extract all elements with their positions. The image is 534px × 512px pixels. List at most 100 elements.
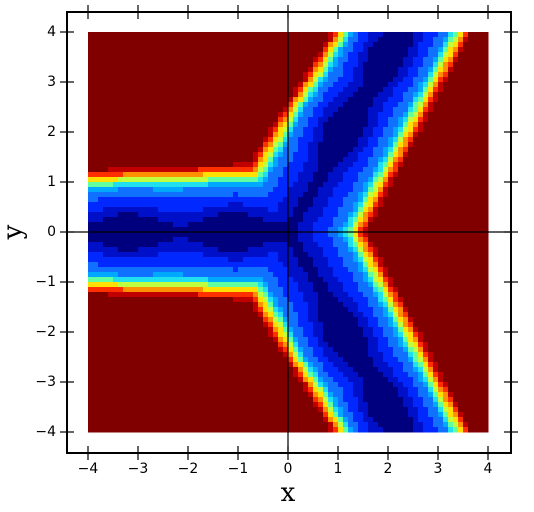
contour-cell: [453, 32, 459, 38]
contour-cell: [333, 87, 339, 93]
contour-cell: [388, 327, 394, 333]
contour-cell: [363, 232, 369, 238]
contour-cell: [303, 57, 309, 63]
contour-cell: [203, 327, 209, 333]
contour-cell: [408, 237, 414, 243]
contour-cell: [338, 172, 344, 178]
contour-cell: [93, 167, 99, 173]
contour-cell: [303, 207, 309, 213]
contour-cell: [318, 332, 324, 338]
contour-cell: [228, 197, 234, 203]
contour-cell: [108, 92, 114, 98]
contour-cell: [438, 337, 444, 343]
contour-cell: [443, 62, 449, 68]
contour-cell: [348, 137, 354, 143]
contour-cell: [363, 107, 369, 113]
contour-cell: [418, 312, 424, 318]
contour-cell: [103, 97, 109, 103]
contour-cell: [258, 47, 264, 53]
contour-cell: [353, 262, 359, 268]
contour-cell: [348, 87, 354, 93]
contour-cell: [393, 202, 399, 208]
contour-cell: [193, 122, 199, 128]
contour-cell: [373, 242, 379, 248]
contour-cell: [478, 327, 484, 333]
contour-cell: [88, 212, 94, 218]
contour-cell: [398, 207, 404, 213]
contour-cell: [93, 52, 99, 58]
contour-cell: [388, 137, 394, 143]
contour-cell: [258, 167, 264, 173]
contour-cell: [178, 217, 184, 223]
contour-cell: [358, 162, 364, 168]
contour-cell: [323, 162, 329, 168]
contour-cell: [463, 222, 469, 228]
contour-cell: [98, 142, 104, 148]
contour-cell: [208, 182, 214, 188]
contour-cell: [163, 162, 169, 168]
contour-cell: [123, 112, 129, 118]
contour-cell: [133, 52, 139, 58]
contour-cell: [208, 302, 214, 308]
contour-cell: [393, 87, 399, 93]
contour-cell: [353, 57, 359, 63]
contour-cell: [423, 162, 429, 168]
contour-cell: [428, 307, 434, 313]
contour-cell: [168, 167, 174, 173]
contour-cell: [203, 152, 209, 158]
contour-cell: [473, 247, 479, 253]
contour-cell: [153, 337, 159, 343]
contour-cell: [478, 252, 484, 258]
contour-cell: [138, 217, 144, 223]
contour-cell: [88, 112, 94, 118]
contour-cell: [163, 112, 169, 118]
contour-cell: [478, 307, 484, 313]
contour-cell: [423, 117, 429, 123]
contour-cell: [318, 232, 324, 238]
contour-cell: [323, 32, 329, 38]
contour-cell: [323, 302, 329, 308]
contour-cell: [98, 152, 104, 158]
contour-cell: [218, 132, 224, 138]
contour-cell: [173, 132, 179, 138]
contour-cell: [468, 117, 474, 123]
contour-cell: [103, 312, 109, 318]
contour-cell: [363, 257, 369, 263]
contour-cell: [153, 232, 159, 238]
contour-cell: [278, 57, 284, 63]
contour-cell: [183, 107, 189, 113]
contour-cell: [283, 242, 289, 248]
contour-cell: [483, 127, 489, 133]
contour-cell: [228, 237, 234, 243]
contour-cell: [383, 182, 389, 188]
contour-cell: [148, 52, 154, 58]
contour-cell: [398, 247, 404, 253]
contour-cell: [248, 107, 254, 113]
contour-cell: [373, 82, 379, 88]
contour-cell: [323, 177, 329, 183]
contour-cell: [213, 222, 219, 228]
contour-cell: [103, 142, 109, 148]
contour-cell: [98, 182, 104, 188]
contour-cell: [318, 112, 324, 118]
contour-cell: [308, 47, 314, 53]
contour-cell: [243, 342, 249, 348]
contour-cell: [383, 32, 389, 38]
contour-cell: [398, 232, 404, 238]
contour-cell: [238, 172, 244, 178]
contour-cell: [238, 337, 244, 343]
contour-cell: [218, 137, 224, 143]
contour-cell: [248, 172, 254, 178]
contour-cell: [358, 82, 364, 88]
contour-cell: [303, 77, 309, 83]
contour-cell: [183, 272, 189, 278]
contour-cell: [238, 242, 244, 248]
contour-cell: [103, 57, 109, 63]
contour-cell: [213, 237, 219, 243]
contour-cell: [183, 242, 189, 248]
contour-cell: [328, 262, 334, 268]
contour-cell: [353, 147, 359, 153]
contour-cell: [268, 147, 274, 153]
contour-cell: [303, 112, 309, 118]
contour-cell: [223, 62, 229, 68]
